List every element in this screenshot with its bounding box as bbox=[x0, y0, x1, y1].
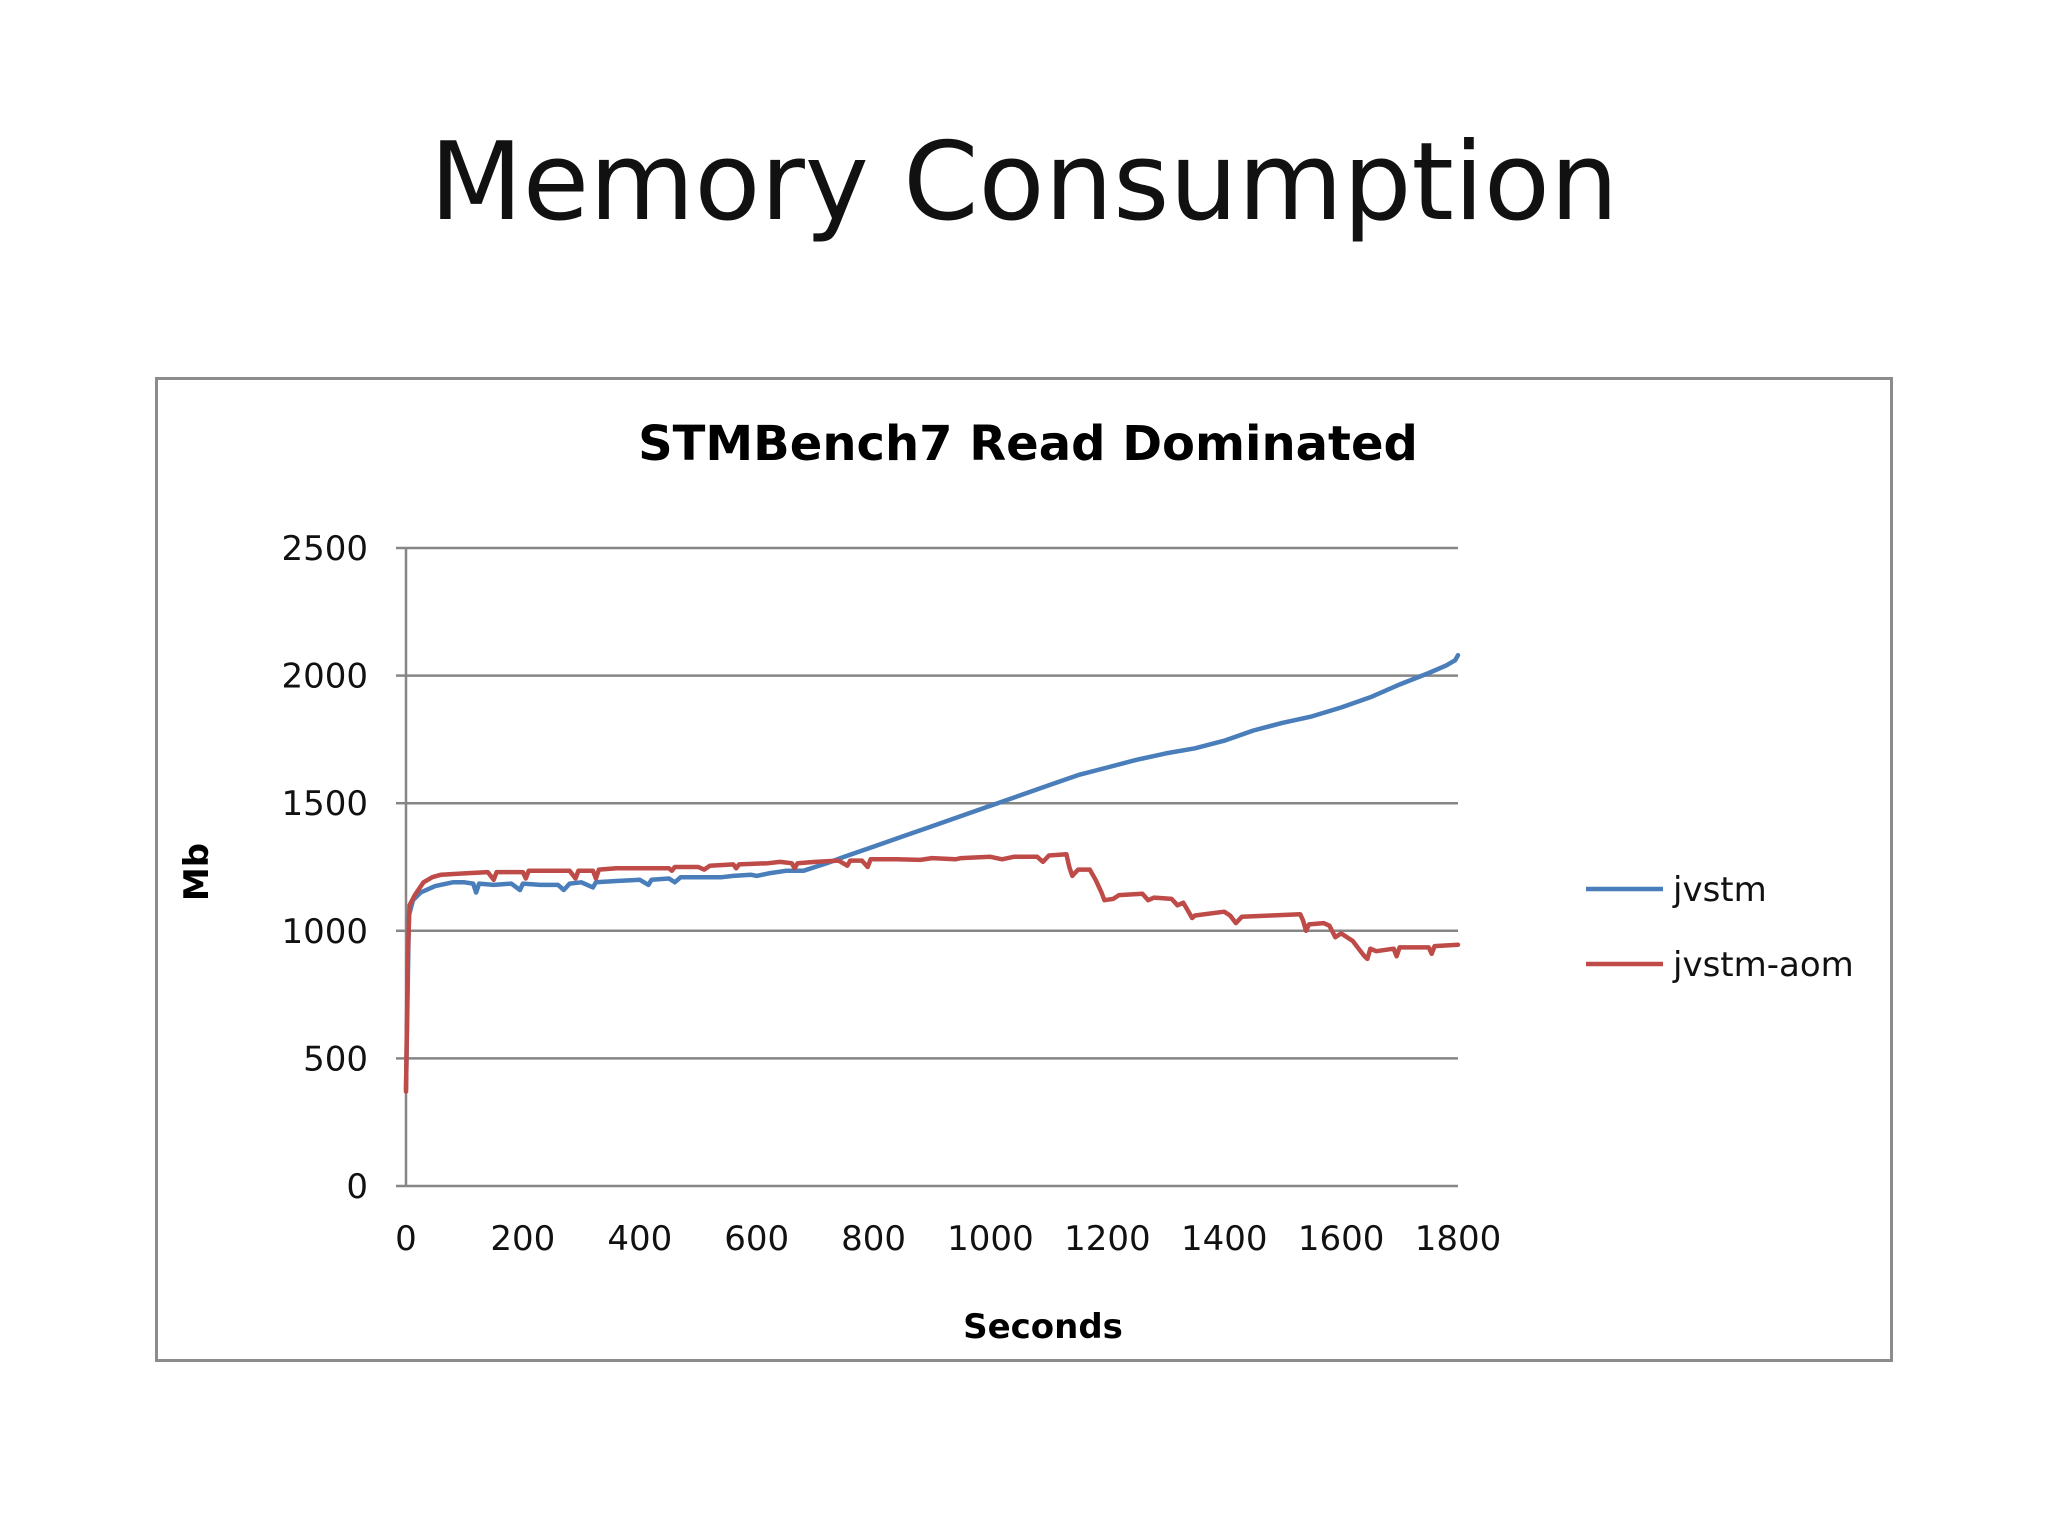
series-lines bbox=[403, 652, 1461, 1094]
x-tick-label-1000: 1000 bbox=[947, 1219, 1034, 1259]
x-tick-label-200: 200 bbox=[490, 1219, 555, 1259]
y-tick-label-2500: 2500 bbox=[281, 529, 368, 569]
y-tick-labels: 0 500 1000 1500 2000 2500 bbox=[281, 529, 368, 1207]
series-line-jvstm-aom bbox=[403, 851, 1461, 1094]
y-tick-label-1500: 1500 bbox=[281, 784, 368, 824]
y-axis-label: Mb bbox=[177, 843, 217, 901]
x-tick-label-1400: 1400 bbox=[1181, 1219, 1268, 1259]
axes bbox=[396, 546, 1458, 1188]
y-tick-label-2000: 2000 bbox=[281, 657, 368, 697]
x-tick-label-1800: 1800 bbox=[1415, 1219, 1502, 1259]
x-tick-label-600: 600 bbox=[724, 1219, 789, 1259]
x-tick-label-1200: 1200 bbox=[1064, 1219, 1151, 1259]
y-tick-label-1000: 1000 bbox=[281, 912, 368, 952]
series-line-jvstm bbox=[403, 652, 1461, 1092]
y-tick-label-0: 0 bbox=[346, 1167, 368, 1207]
slide-title: Memory Consumption bbox=[429, 120, 1619, 245]
x-tick-label-1600: 1600 bbox=[1298, 1219, 1385, 1259]
legend: jvstm jvstm-aom bbox=[1586, 870, 1854, 985]
x-tick-labels: 0 200 400 600 800 1000 1200 1400 1600 1800 bbox=[395, 1219, 1501, 1259]
x-tick-label-800: 800 bbox=[841, 1219, 906, 1259]
gridlines bbox=[406, 546, 1458, 1060]
x-tick-label-400: 400 bbox=[607, 1219, 672, 1259]
chart-canvas: STMBench7 Read Dominated 0 500 1000 1500 200… bbox=[177, 416, 1854, 1347]
chart-frame: STMBench7 Read Dominated 0 500 1000 1500 200… bbox=[155, 377, 1893, 1362]
legend-label-jvstm-aom: jvstm-aom bbox=[1672, 945, 1854, 985]
x-axis-label: Seconds bbox=[963, 1307, 1123, 1347]
chart-title: STMBench7 Read Dominated bbox=[638, 416, 1418, 472]
legend-label-jvstm: jvstm bbox=[1672, 870, 1767, 910]
y-tick-label-500: 500 bbox=[303, 1039, 368, 1079]
x-tick-label-0: 0 bbox=[395, 1219, 417, 1259]
